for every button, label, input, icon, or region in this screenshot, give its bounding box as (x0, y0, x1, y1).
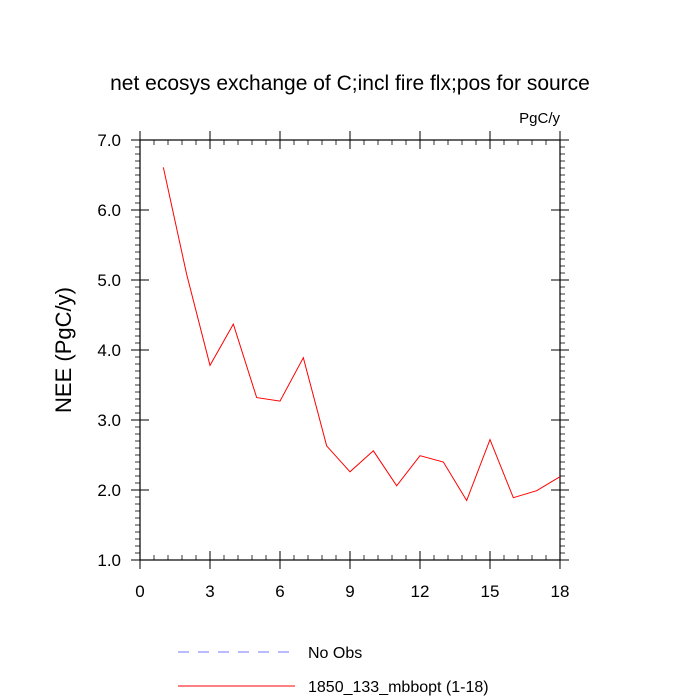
y-tick-label: 5.0 (97, 271, 121, 290)
y-tick-label: 7.0 (97, 131, 121, 150)
plot-area: 0 3 6 9 12 15 18 1.0 2.0 3.0 4.0 5.0 6.0 7.0 (97, 131, 569, 601)
x-tick-label: 18 (551, 582, 570, 601)
plot-frame (139, 139, 561, 561)
legend: No Obs 1850_133_mbbopt (1-18) (178, 645, 489, 696)
x-tick-label: 3 (205, 582, 214, 601)
x-tick-label: 15 (481, 582, 500, 601)
x-tick-label: 9 (345, 582, 354, 601)
legend-label: No Obs (308, 645, 362, 662)
y-tick-label: 1.0 (97, 551, 121, 570)
legend-label: 1850_133_mbbopt (1-18) (308, 679, 489, 696)
y-tick-label: 2.0 (97, 481, 121, 500)
y-tick-label: 4.0 (97, 341, 121, 360)
y-tick-label: 3.0 (97, 411, 121, 430)
x-tick-label: 6 (275, 582, 284, 601)
chart-title: net ecosys exchange of C;incl fire flx;p… (110, 72, 590, 95)
units-label: PgC/y (519, 110, 560, 127)
series-line (162, 167, 561, 502)
x-tick-label: 12 (411, 582, 430, 601)
x-tick-label: 0 (135, 582, 144, 601)
y-tick-label: 6.0 (97, 201, 121, 220)
y-axis-label: NEE (PgC/y) (51, 287, 76, 413)
